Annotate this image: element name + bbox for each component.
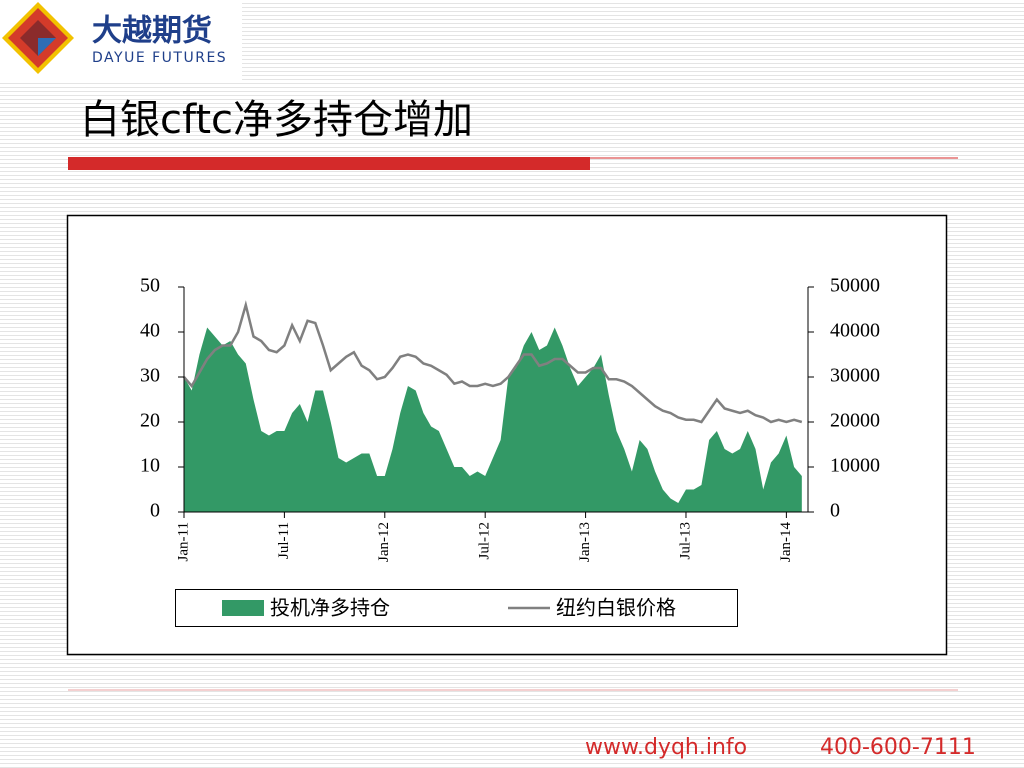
title-bar [68, 157, 590, 170]
x-tick-label: Jan-13 [577, 522, 593, 562]
y2-tick-label: 30000 [830, 365, 880, 387]
y-tick-label: 20 [140, 410, 160, 432]
x-tick-label: Jan-11 [175, 522, 191, 561]
line [183, 300, 803, 424]
slide-title: 白银cftc净多持仓增加 [80, 97, 473, 143]
x-tick-label: Jul-13 [677, 522, 693, 560]
legend-swatch [222, 600, 264, 616]
area [184, 327, 802, 512]
y-tick-label: 0 [150, 500, 160, 522]
y2-tick-label: 20000 [830, 410, 880, 432]
y-tick-label: 40 [140, 320, 160, 342]
legend-box [175, 589, 738, 627]
legend-label: 纽约白银价格 [556, 596, 676, 620]
y-tick-label: 30 [140, 365, 160, 387]
y2-tick-label: 10000 [830, 455, 880, 477]
legend: 投机净多持仓 纽约白银价格 [222, 596, 676, 620]
logo-subtitle: DAYUE FUTURES [92, 50, 227, 66]
x-tick-label: Jan-12 [376, 522, 392, 562]
y2-tick-label: 40000 [830, 320, 880, 342]
plot: 0 10 20 30 40 50 0 10000 20000 30000 40000 50000 Jan… [140, 275, 880, 562]
x-tick-label: Jul-12 [477, 522, 493, 560]
legend-label: 投机净多持仓 [270, 596, 390, 620]
footer-website: www.dyqh.info [585, 735, 747, 760]
x-tick-label: Jan-14 [778, 522, 794, 562]
y2-tick-label: 50000 [830, 275, 880, 297]
x-tick-label: Jul-11 [276, 522, 292, 559]
logo-name: 大越期货 [92, 14, 212, 49]
footer-phone: 400-600-7111 [820, 735, 976, 760]
y-tick-label: 10 [140, 455, 160, 477]
y2-tick-label: 0 [830, 500, 840, 522]
logo-icon [2, 2, 74, 74]
y-tick-label: 50 [140, 275, 160, 297]
